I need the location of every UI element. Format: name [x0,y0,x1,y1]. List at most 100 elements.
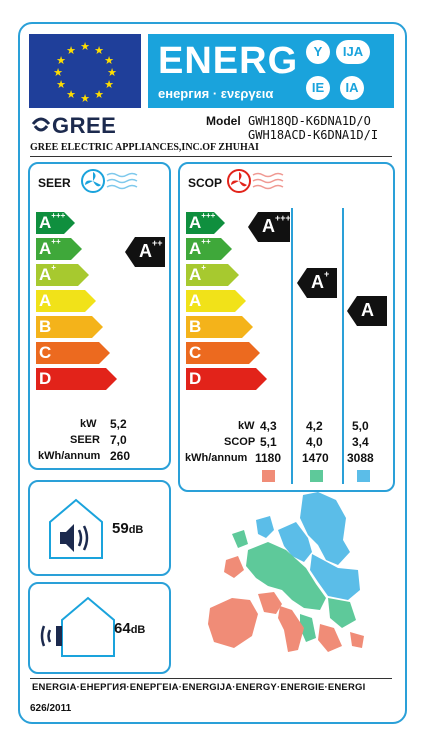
scop-scop-label: SCOP [224,436,256,448]
language-mark: IA [340,76,364,100]
svg-text:★: ★ [56,78,66,91]
divider [30,678,392,679]
seer-rating-base: A [139,241,152,261]
scop-rating-base: A [262,216,275,236]
regulation-number: 626/2011 [30,703,72,714]
seer-scale-class: D [39,369,52,388]
outdoor-noise-value: 64 [114,620,131,637]
svg-text:★: ★ [80,92,90,105]
scop-scale-class: B [189,317,202,336]
scop-scale-class: D [189,369,202,388]
language-mark: IE [306,76,330,100]
scop-rating-sup: +++ [275,213,291,223]
scop-scale-bar: A+ [186,263,239,286]
svg-text:★: ★ [53,66,63,79]
seer-scale-bar: B [36,316,103,338]
model-outdoor: GWH18QD-K6DNA1D/O [248,114,371,128]
model-indoor: GWH18ACD-K6DNA1D/I [248,128,379,142]
scop-rating-badge-cold: A [347,296,387,326]
footer-languages: ENERGIA·ЕНЕРГИЯ·ΕΝΕΡΓΕΙΑ·ENERGIJA·ENERGY… [32,682,366,693]
scop-panel: SCOP [178,162,395,492]
seer-scale-class: C [39,343,52,362]
scop-warm-annual: 1180 [255,451,282,465]
scop-scale-class: A [189,265,202,284]
seer-scale-bar: A+++ [36,211,75,234]
indoor-noise-unit: dB [128,524,144,536]
scop-annual-label: kWh/annum [185,452,248,464]
divider [30,156,392,157]
seer-scale-bar: A++ [36,237,82,260]
svg-text:★: ★ [107,66,117,79]
brand-name: GREE [52,113,117,138]
energy-subtitle: енергия · ενεργεια [158,86,274,101]
label-frame [18,22,407,724]
zone-cold-swatch [357,470,370,482]
seer-scale-class-sup: + [51,263,56,272]
seer-scale-class-sup: +++ [51,211,66,220]
seer-scale-bar: C [36,342,110,364]
svg-text:★: ★ [94,88,104,101]
seer-kw-value: 5,2 [110,417,127,431]
seer-scale-class: B [39,317,52,336]
scop-kw-label: kW [238,420,255,432]
scop-rating-badge-warm: A+++ [248,212,291,242]
gree-logo-icon [30,114,52,139]
scop-scale-bar: C [186,342,260,364]
scop-scale-class-sup: ++ [201,237,211,246]
svg-text:★: ★ [56,54,66,67]
language-mark: IJA [336,40,370,64]
indoor-noise-value: 59 [112,520,129,537]
scop-average-kw: 4,2 [306,419,323,433]
zone-separator [342,208,344,484]
scop-scale-bar: B [186,316,253,338]
eu-flag-icon: ★ ★ ★ ★ ★ ★ ★ ★ ★ ★ ★ ★ [29,34,141,108]
svg-text:★: ★ [94,44,104,57]
seer-scale-class: A [39,239,52,258]
scop-cold-scop: 3,4 [352,435,369,449]
seer-rating-badge: A++ [125,237,165,267]
seer-kw-label: kW [80,418,97,430]
scop-rating-base: A [361,300,374,320]
zone-separator [291,208,293,484]
indoor-unit-sound-icon [46,496,106,567]
zone-average-swatch [310,470,323,482]
scop-scale-class-sup: +++ [201,211,216,220]
europe-climate-map [208,490,368,665]
seer-seer-label: SEER [70,434,100,446]
scop-scale-class: A [189,239,202,258]
svg-text:★: ★ [104,54,114,67]
seer-rating-sup: ++ [152,238,163,248]
cooling-fan-icon [80,168,150,199]
seer-scale-class: A [39,291,52,310]
scop-scale-bar: A++ [186,237,232,260]
scop-rating-base: A [311,272,324,292]
seer-scale-class: A [39,265,52,284]
scop-scale-class: C [189,343,202,362]
indoor-noise-panel: 59dB [28,480,171,576]
scop-scale-bar: A+++ [186,211,225,234]
language-mark: Y [306,40,330,64]
svg-text:★: ★ [104,78,114,91]
seer-scale-class: A [39,213,52,232]
scop-average-scop: 4,0 [306,435,323,449]
company-name: GREE ELECTRIC APPLIANCES,INC.OF ZHUHAI [30,142,259,153]
scop-cold-annual: 3088 [347,451,374,465]
seer-seer-value: 7,0 [110,433,127,447]
scop-scale-bar: D [186,368,267,390]
scop-rating-badge-average: A+ [297,268,337,298]
scop-scale-class: A [189,291,202,310]
outdoor-unit-sound-icon [38,594,118,667]
svg-text:★: ★ [66,44,76,57]
seer-annual-label: kWh/annum [38,450,101,462]
scop-average-annual: 1470 [302,451,329,465]
model-label: Model [206,114,241,128]
seer-scale-bar: A+ [36,263,89,286]
scop-scale-class-sup: + [201,263,206,272]
scop-cold-kw: 5,0 [352,419,369,433]
outdoor-noise-panel: 64dB [28,582,171,674]
energy-title-block: ENERG енергия · ενεργεια Y IJA IE IA [148,34,394,108]
scop-scale-class: A [189,213,202,232]
outdoor-noise-unit: dB [130,624,146,636]
heating-fan-icon [226,168,296,199]
scop-scale-bar: A [186,290,246,312]
